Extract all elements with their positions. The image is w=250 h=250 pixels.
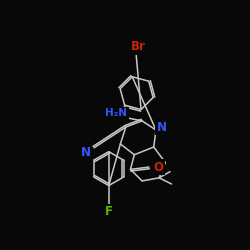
- Text: N: N: [156, 120, 166, 134]
- Text: F: F: [105, 205, 113, 218]
- Text: N: N: [80, 146, 90, 159]
- Text: Br: Br: [131, 40, 146, 54]
- Text: O: O: [153, 160, 163, 173]
- Text: H₂N: H₂N: [106, 108, 128, 118]
